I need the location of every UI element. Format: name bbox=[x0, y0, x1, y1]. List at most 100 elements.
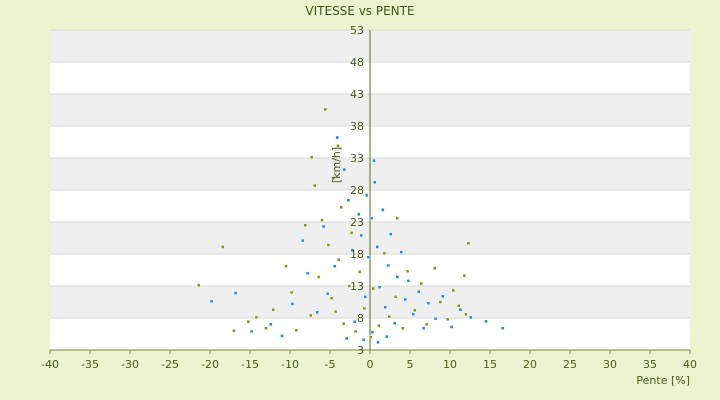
data-point-series-2 bbox=[303, 223, 307, 227]
data-point-series-1 bbox=[501, 326, 505, 330]
y-tick-label: 3 bbox=[357, 344, 364, 357]
data-point-series-1 bbox=[370, 330, 375, 334]
data-point-series-1 bbox=[342, 167, 347, 172]
data-point-series-1 bbox=[325, 291, 330, 296]
data-point-series-2 bbox=[349, 231, 354, 235]
data-point-series-2 bbox=[326, 243, 331, 247]
data-point-series-2 bbox=[284, 264, 288, 268]
data-point-series-2 bbox=[339, 205, 343, 209]
data-point-series-1 bbox=[315, 310, 319, 314]
data-point-series-1 bbox=[372, 158, 376, 163]
data-point-series-2 bbox=[382, 251, 387, 256]
data-point-series-2 bbox=[341, 322, 346, 326]
data-points bbox=[197, 107, 505, 345]
data-point-series-1 bbox=[290, 302, 295, 306]
data-point-series-1 bbox=[381, 208, 385, 212]
x-tick-label: 20 bbox=[523, 358, 537, 371]
data-point-series-1 bbox=[345, 336, 349, 341]
data-point-series-2 bbox=[445, 317, 450, 321]
y-tick-label: 13 bbox=[350, 280, 364, 293]
x-tick-label: -30 bbox=[121, 358, 139, 371]
data-point-series-2 bbox=[466, 241, 471, 245]
data-point-series-1 bbox=[376, 340, 380, 345]
y-axis-label: [km/h] bbox=[330, 147, 343, 183]
x-tick-label: -35 bbox=[81, 358, 99, 371]
data-point-series-2 bbox=[419, 281, 423, 286]
data-point-series-2 bbox=[309, 313, 313, 318]
data-point-series-1 bbox=[333, 264, 337, 268]
data-point-series-2 bbox=[197, 283, 201, 288]
data-point-series-1 bbox=[406, 279, 411, 283]
chart-title: VITESSE vs PENTE bbox=[305, 4, 414, 18]
data-point-series-1 bbox=[393, 321, 397, 325]
data-point-series-1 bbox=[377, 285, 382, 289]
y-tick-label: 38 bbox=[350, 120, 364, 133]
data-point-series-1 bbox=[417, 290, 421, 294]
data-point-series-2 bbox=[313, 183, 317, 188]
data-point-series-1 bbox=[366, 255, 371, 259]
x-axis-label: Pente [%] bbox=[636, 374, 690, 387]
data-point-series-1 bbox=[386, 263, 391, 268]
data-point-series-2 bbox=[333, 309, 338, 314]
data-point-series-2 bbox=[317, 275, 321, 279]
data-point-series-1 bbox=[389, 232, 393, 236]
data-point-series-2 bbox=[331, 176, 335, 181]
data-point-series-2 bbox=[246, 320, 251, 324]
data-point-series-1 bbox=[346, 198, 351, 202]
data-point-series-1 bbox=[426, 301, 431, 305]
data-point-series-1 bbox=[399, 250, 403, 254]
data-point-series-1 bbox=[365, 193, 369, 197]
data-point-series-1 bbox=[449, 325, 454, 329]
data-point-series-2 bbox=[457, 304, 461, 308]
data-point-series-1 bbox=[280, 334, 284, 338]
data-point-series-2 bbox=[464, 312, 468, 316]
x-tick-label: -40 bbox=[41, 358, 59, 371]
data-point-series-2 bbox=[336, 144, 340, 148]
data-point-series-1 bbox=[383, 305, 387, 309]
data-point-series-2 bbox=[289, 290, 294, 295]
data-point-series-2 bbox=[438, 300, 443, 304]
data-point-series-2 bbox=[271, 307, 275, 312]
x-tick-label: 15 bbox=[483, 358, 497, 371]
data-point-series-2 bbox=[369, 335, 373, 339]
x-tick-label: -20 bbox=[201, 358, 219, 371]
data-point-series-1 bbox=[209, 299, 214, 304]
data-point-series-1 bbox=[335, 135, 339, 140]
data-point-series-2 bbox=[393, 295, 398, 299]
data-point-series-2 bbox=[357, 270, 362, 274]
data-point-series-2 bbox=[254, 315, 259, 320]
data-point-series-1 bbox=[363, 295, 367, 299]
data-point-series-1 bbox=[421, 326, 426, 330]
data-point-series-1 bbox=[385, 334, 389, 339]
data-point-series-2 bbox=[362, 306, 367, 311]
data-point-series-2 bbox=[221, 245, 225, 249]
data-point-series-2 bbox=[401, 326, 405, 330]
data-point-series-1 bbox=[233, 291, 238, 295]
data-point-series-1 bbox=[321, 224, 326, 229]
y-tick-label: 23 bbox=[350, 216, 364, 229]
data-point-series-1 bbox=[373, 180, 377, 185]
data-point-series-1 bbox=[484, 319, 488, 323]
data-point-series-2 bbox=[320, 218, 324, 222]
y-tick-label: 53 bbox=[350, 24, 364, 37]
data-point-series-2 bbox=[425, 322, 429, 327]
x-tick-label: 40 bbox=[683, 358, 697, 371]
data-point-series-1 bbox=[359, 233, 363, 238]
data-point-series-2 bbox=[395, 216, 399, 220]
data-point-series-2 bbox=[337, 258, 341, 262]
data-point-series-2 bbox=[377, 323, 381, 328]
data-point-series-1 bbox=[375, 245, 379, 249]
data-point-series-1 bbox=[350, 248, 355, 252]
data-point-series-1 bbox=[433, 316, 438, 321]
x-tick-label: 10 bbox=[443, 358, 457, 371]
y-tick-label: 28 bbox=[350, 184, 364, 197]
data-point-series-1 bbox=[395, 275, 399, 279]
x-tick-label: -15 bbox=[241, 358, 259, 371]
data-point-series-1 bbox=[249, 329, 254, 334]
data-point-series-1 bbox=[357, 212, 361, 217]
data-point-series-1 bbox=[301, 238, 305, 243]
data-point-series-2 bbox=[323, 107, 327, 112]
data-point-series-2 bbox=[462, 274, 467, 278]
data-point-series-2 bbox=[433, 266, 437, 270]
